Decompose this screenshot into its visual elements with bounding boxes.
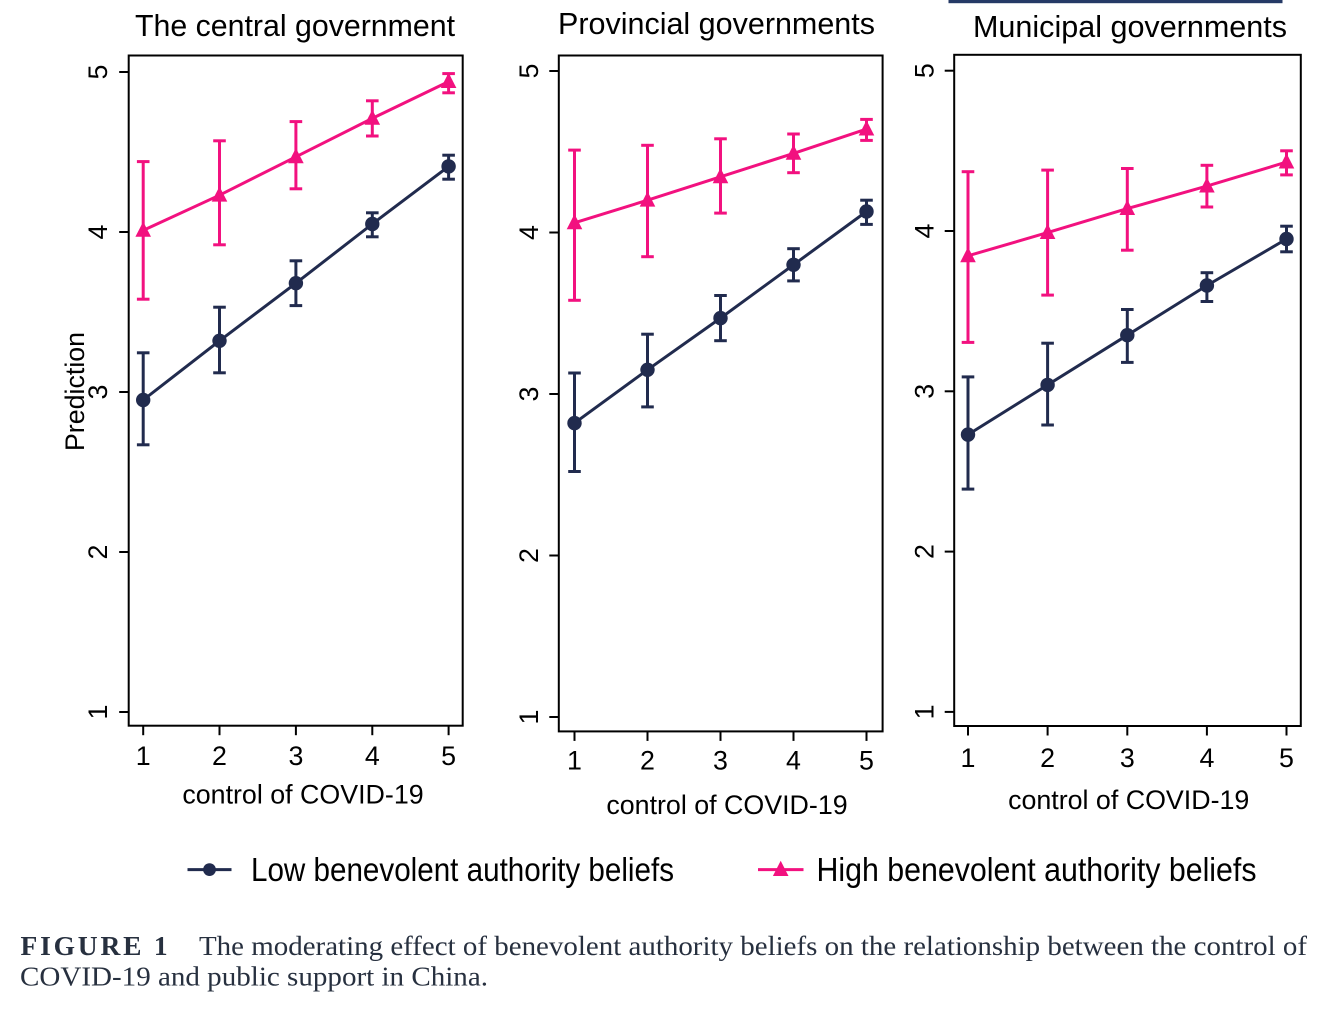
svg-text:FIGURE 1: FIGURE 1	[21, 930, 171, 961]
svg-text:5: 5	[859, 745, 874, 775]
svg-text:4: 4	[909, 223, 939, 238]
svg-text:1: 1	[961, 743, 976, 773]
svg-text:3: 3	[713, 745, 728, 775]
svg-text:Prediction: Prediction	[60, 332, 90, 451]
svg-text:High benevolent authority beli: High benevolent authority beliefs	[817, 852, 1257, 889]
svg-text:2: 2	[212, 741, 227, 771]
svg-text:3: 3	[909, 384, 939, 399]
svg-text:control of COVID-19: control of COVID-19	[606, 790, 847, 820]
svg-text:The moderating effect of benev: The moderating effect of benevolent auth…	[199, 930, 1308, 961]
svg-text:1: 1	[136, 741, 151, 771]
svg-text:1: 1	[514, 710, 544, 725]
svg-text:5: 5	[909, 63, 939, 78]
svg-text:4: 4	[514, 225, 544, 240]
svg-text:The central government: The central government	[135, 10, 456, 43]
svg-text:3: 3	[1120, 743, 1135, 773]
svg-text:4: 4	[365, 741, 380, 771]
svg-text:2: 2	[640, 745, 655, 775]
svg-text:4: 4	[786, 745, 801, 775]
svg-text:COVID-19 and public support in: COVID-19 and public support in China.	[20, 961, 488, 992]
svg-text:3: 3	[514, 387, 544, 402]
svg-text:1: 1	[83, 705, 113, 720]
svg-text:Low benevolent authority belie: Low benevolent authority beliefs	[251, 852, 674, 889]
svg-text:control of COVID-19: control of COVID-19	[1008, 785, 1249, 815]
svg-text:4: 4	[83, 224, 113, 239]
svg-text:Municipal governments: Municipal governments	[973, 11, 1287, 44]
svg-text:5: 5	[1279, 743, 1294, 773]
svg-text:1: 1	[909, 704, 939, 719]
svg-text:2: 2	[83, 545, 113, 560]
svg-text:control of COVID-19: control of COVID-19	[182, 780, 423, 810]
svg-text:2: 2	[909, 544, 939, 559]
svg-text:2: 2	[1040, 743, 1055, 773]
svg-text:Provincial governments: Provincial governments	[558, 8, 875, 41]
svg-text:2: 2	[514, 548, 544, 563]
svg-text:5: 5	[441, 741, 456, 771]
svg-text:3: 3	[83, 385, 113, 400]
svg-text:1: 1	[567, 745, 582, 775]
svg-text:3: 3	[288, 741, 303, 771]
svg-text:5: 5	[83, 65, 113, 80]
svg-text:4: 4	[1199, 743, 1214, 773]
svg-text:5: 5	[514, 64, 544, 79]
